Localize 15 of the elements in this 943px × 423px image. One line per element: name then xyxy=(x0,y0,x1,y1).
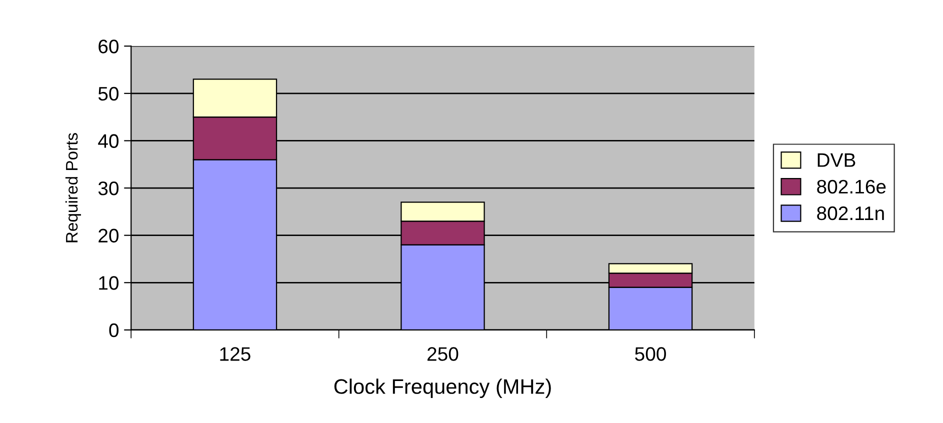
x-tick-label: 250 xyxy=(427,347,458,361)
legend-label: DVB xyxy=(818,153,856,167)
legend-label: 802.16e xyxy=(817,180,886,194)
y-tick-label: 0 xyxy=(109,323,119,338)
y-tick-label: 20 xyxy=(98,228,119,243)
x-tick-label: 125 xyxy=(220,347,250,361)
legend-label: 802.11n xyxy=(817,206,884,220)
x-tick-label: 500 xyxy=(635,347,666,361)
y-tick-label: 10 xyxy=(99,276,119,290)
y-tick-label: 50 xyxy=(98,86,119,101)
x-axis-title: Clock Frequency (MHz) xyxy=(334,378,551,398)
y-tick-label: 30 xyxy=(98,181,119,196)
y-axis-title: Required Ports xyxy=(65,133,81,242)
y-tick-label: 60 xyxy=(98,40,119,54)
y-tick-label: 40 xyxy=(98,134,119,148)
